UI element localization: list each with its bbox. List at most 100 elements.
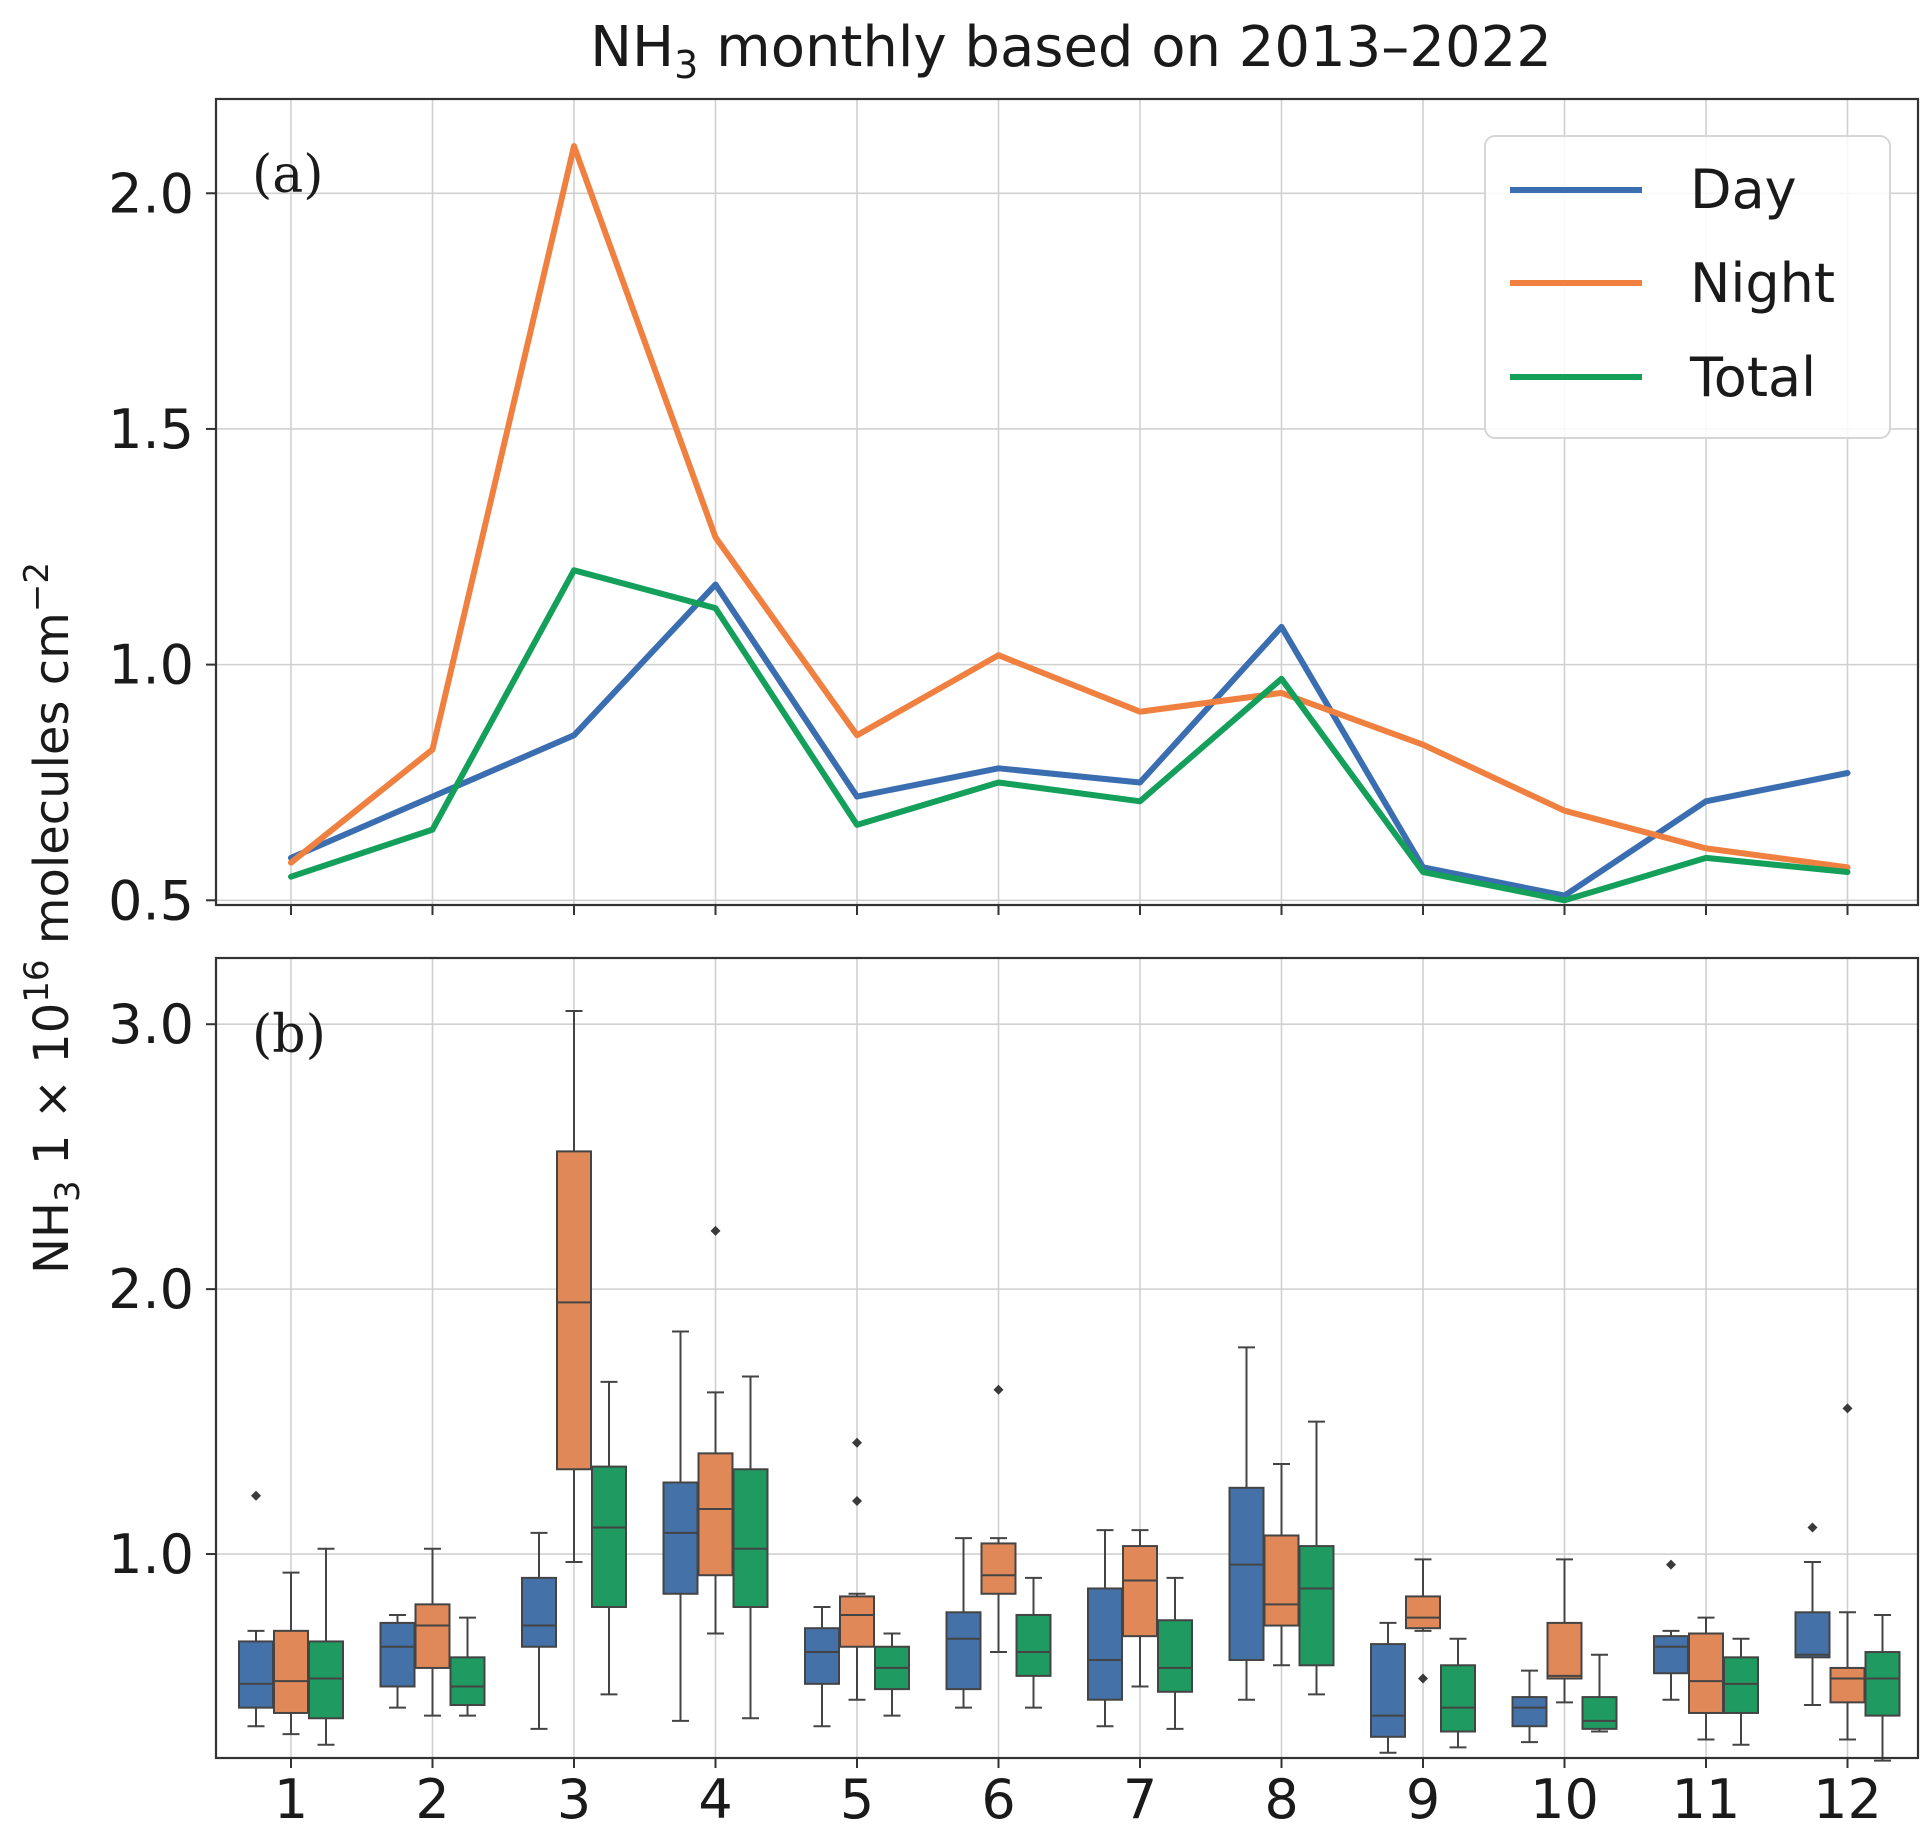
- panel-b-box-plot: 1.02.03.0 1 2 3 4 5 6 7 8 9 10 11 12 (b): [108, 956, 1920, 1831]
- panel-a-frame: [214, 97, 1920, 907]
- panel-b-xtick-label-6: 6: [981, 1768, 1015, 1831]
- box-day-4: [662, 1330, 699, 1722]
- panel-b-xtick-label-2: 2: [415, 1768, 449, 1831]
- box-night-11: [1688, 1616, 1724, 1741]
- outlier-marker-0: [1842, 1403, 1853, 1414]
- panel-a-y-ticks: 0.5 1.0 1.5 2.0: [108, 162, 216, 932]
- panel-b-y-ticks: 1.0 2.0 3.0: [108, 993, 216, 1586]
- box-iqr: [1015, 1613, 1052, 1677]
- panel-b-xtick-label-5: 5: [840, 1768, 874, 1831]
- box-day-10: [1511, 1669, 1548, 1744]
- box-iqr: [1440, 1664, 1476, 1733]
- box-day-2: [379, 1613, 416, 1709]
- box-day-9: [1370, 1621, 1406, 1754]
- box-total-1: [308, 1547, 344, 1746]
- box-total-2: [449, 1616, 486, 1717]
- ylabel-exponent: −2: [17, 562, 57, 612]
- outlier-marker-0: [1807, 1522, 1818, 1533]
- title-subscript: 3: [674, 43, 698, 87]
- ylabel-superscript: 16: [17, 959, 57, 1002]
- panel-b-xtick-label-8: 8: [1264, 1768, 1298, 1831]
- box-night-5: [839, 1437, 875, 1701]
- box-iqr: [1829, 1666, 1866, 1704]
- box-iqr: [839, 1595, 875, 1648]
- chart-title: NH3 monthly based on 2013–2022: [590, 15, 1552, 87]
- y-axis-label: NH3 1 × 1016 molecules cm−2: [17, 562, 88, 1274]
- box-iqr: [308, 1640, 344, 1720]
- ylabel-middle: 1 × 10: [24, 1003, 80, 1181]
- box-iqr: [1157, 1619, 1193, 1693]
- box-iqr: [238, 1640, 274, 1709]
- legend-box: [1484, 135, 1891, 439]
- box-iqr: [1511, 1696, 1548, 1728]
- panel-a-ytick-label-1-5: 1.5: [108, 398, 194, 461]
- box-day-8: [1228, 1346, 1265, 1701]
- box-day-11: [1653, 1559, 1689, 1701]
- box-iqr: [1581, 1696, 1618, 1730]
- box-total-6: [1015, 1576, 1052, 1709]
- panel-b-xtick-label-12: 12: [1813, 1768, 1882, 1831]
- box-iqr: [732, 1468, 769, 1609]
- box-night-7: [1122, 1529, 1158, 1688]
- legend-label-night: Night: [1690, 252, 1835, 315]
- box-iqr: [980, 1542, 1017, 1595]
- outlier-marker-0: [710, 1225, 721, 1236]
- panel-a-x-tick-marks: [290, 905, 1849, 915]
- outlier-marker-0: [1418, 1673, 1428, 1684]
- box-iqr: [662, 1481, 699, 1595]
- box-iqr: [945, 1611, 982, 1691]
- box-total-10: [1581, 1653, 1618, 1733]
- box-iqr: [556, 1150, 592, 1471]
- panel-b-xtick-label-3: 3: [557, 1768, 591, 1831]
- box-iqr: [1653, 1635, 1689, 1675]
- box-iqr: [1688, 1632, 1724, 1714]
- box-total-7: [1157, 1576, 1193, 1730]
- box-iqr: [1864, 1651, 1901, 1717]
- box-iqr: [1263, 1534, 1300, 1627]
- box-iqr: [449, 1656, 486, 1707]
- box-iqr: [379, 1621, 416, 1688]
- box-day-1: [238, 1490, 274, 1728]
- box-iqr: [1228, 1486, 1265, 1661]
- box-iqr: [1794, 1611, 1831, 1659]
- outlier-marker-1: [852, 1496, 862, 1507]
- panel-b-xtick-label-7: 7: [1123, 1768, 1157, 1831]
- box-total-5: [874, 1632, 910, 1717]
- box-iqr: [697, 1452, 734, 1577]
- box-iqr: [414, 1603, 451, 1669]
- panel-b-frame: [214, 956, 1920, 1760]
- outlier-marker-0: [993, 1384, 1004, 1395]
- box-day-5: [804, 1606, 840, 1728]
- box-day-7: [1087, 1529, 1123, 1728]
- panel-a-grid: [216, 99, 1918, 905]
- panel-a-ytick-label-0-5: 0.5: [108, 869, 194, 932]
- series-line-total: [288, 567, 1851, 904]
- panel-b-x-ticks: 1 2 3 4 5 6 7 8 9 10 11 12: [274, 1758, 1882, 1831]
- panel-a-ytick-label-2: 2.0: [108, 162, 194, 225]
- box-iqr: [1122, 1545, 1158, 1638]
- box-total-12: [1864, 1613, 1901, 1762]
- box-total-3: [591, 1380, 627, 1696]
- panel-b-label: (b): [252, 1005, 326, 1065]
- box-total-8: [1298, 1420, 1335, 1696]
- box-iqr: [1298, 1545, 1335, 1667]
- box-night-8: [1263, 1462, 1300, 1667]
- panel-b-ytick-label-1: 1.0: [108, 1523, 194, 1586]
- panel-b-xtick-label-1: 1: [274, 1768, 308, 1831]
- outlier-marker-0: [852, 1437, 862, 1448]
- box-total-4: [732, 1375, 769, 1720]
- box-night-4: [697, 1225, 734, 1635]
- box-iqr: [521, 1576, 557, 1648]
- outlier-marker-0: [1666, 1559, 1676, 1570]
- box-night-1: [273, 1571, 309, 1736]
- panel-b-xtick-label-9: 9: [1406, 1768, 1440, 1831]
- outlier-marker-0: [251, 1490, 261, 1501]
- panel-b-ytick-label-2: 2.0: [108, 1258, 194, 1321]
- box-night-10: [1546, 1558, 1583, 1704]
- box-total-9: [1440, 1637, 1476, 1749]
- legend: Day Night Total: [1484, 135, 1891, 439]
- box-iqr: [804, 1627, 840, 1685]
- panel-a-label: (a): [252, 145, 324, 205]
- panel-b-xtick-label-10: 10: [1530, 1768, 1599, 1831]
